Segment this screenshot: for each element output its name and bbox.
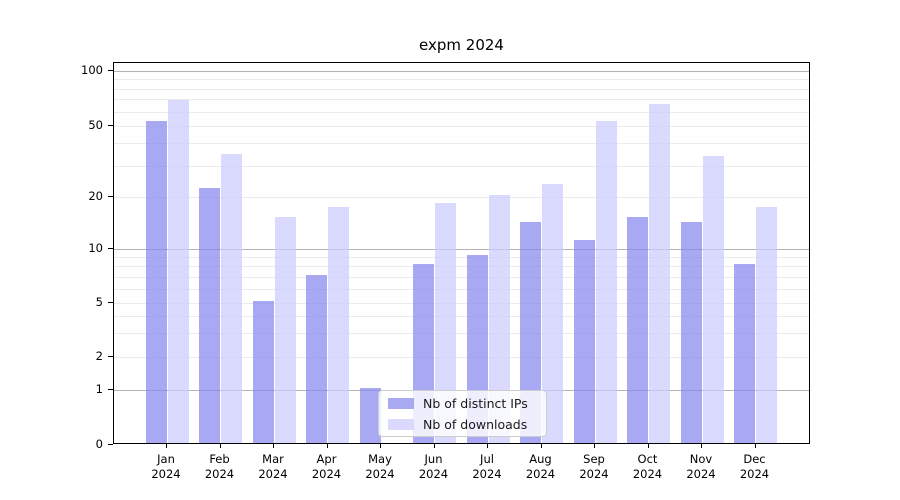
y-axis-tick-mark xyxy=(108,444,113,445)
x-axis-tick-label: Jan 2024 xyxy=(151,452,181,481)
minor-gridline xyxy=(114,197,809,198)
y-axis-tick-mark xyxy=(108,248,113,249)
y-axis-tick-mark xyxy=(108,356,113,357)
minor-gridline xyxy=(114,316,809,318)
minor-gridline xyxy=(114,276,809,278)
major-gridline xyxy=(114,71,809,72)
x-axis-tick-label: Jul 2024 xyxy=(472,452,502,481)
downloads-bar-oct xyxy=(649,104,670,443)
downloads-bar-mar xyxy=(274,216,296,443)
major-gridline xyxy=(114,249,809,250)
distinct-ips-bar-jan xyxy=(145,120,167,443)
downloads-bar-nov xyxy=(702,156,724,443)
y-axis-tick-mark xyxy=(108,389,113,390)
distinct-ips-bar-dec xyxy=(734,264,755,443)
minor-gridline xyxy=(114,88,809,90)
x-axis-tick-mark xyxy=(540,444,542,448)
x-axis-tick-mark xyxy=(487,444,488,448)
distinct-ips-bar-aug xyxy=(520,221,541,443)
plot-area xyxy=(113,62,810,444)
y-axis-tick-label: 10 xyxy=(88,241,103,255)
x-axis-tick-label: Sep 2024 xyxy=(579,452,609,481)
distinct-ips-bar-feb xyxy=(199,187,220,443)
legend-row-distinct-ips: Nb of distinct IPs xyxy=(388,396,537,411)
y-axis-tick-label: 1 xyxy=(95,382,103,396)
minor-gridline xyxy=(114,266,809,268)
chart-title: expm 2024 xyxy=(419,36,504,54)
x-axis-tick-label: Aug 2024 xyxy=(525,452,556,481)
x-axis-tick-label: Dec 2024 xyxy=(739,452,770,481)
legend-row-downloads: Nb of downloads xyxy=(388,417,537,432)
distinct-ips-bar-mar xyxy=(252,301,274,443)
y-axis-tick-mark xyxy=(108,196,113,197)
y-axis-tick-mark xyxy=(108,125,113,126)
x-axis-tick-mark xyxy=(380,444,381,448)
minor-gridline xyxy=(114,333,809,335)
legend-swatch-distinct-ips xyxy=(388,397,414,409)
downloads-bar-jan xyxy=(167,99,189,443)
x-axis-tick-label: Jun 2024 xyxy=(418,452,449,481)
legend: Nb of distinct IPs Nb of downloads xyxy=(378,390,547,437)
legend-label-downloads: Nb of downloads xyxy=(423,416,528,432)
x-axis-tick-mark xyxy=(754,444,756,448)
x-axis-tick-mark xyxy=(273,444,274,448)
y-axis-tick-mark xyxy=(108,70,113,71)
x-axis-tick-mark xyxy=(219,444,221,448)
y-axis-tick-label: 0 xyxy=(95,437,103,451)
distinct-ips-bar-sep xyxy=(573,239,595,443)
y-axis-tick-label: 20 xyxy=(88,189,103,203)
x-axis-tick-mark xyxy=(594,444,595,448)
minor-gridline xyxy=(114,357,809,358)
x-axis-tick-mark xyxy=(647,444,649,448)
minor-gridline xyxy=(114,79,809,81)
legend-swatch-downloads xyxy=(388,418,414,430)
minor-gridline xyxy=(114,257,809,259)
minor-gridline xyxy=(114,165,809,167)
y-axis-tick-label: 2 xyxy=(95,349,103,363)
y-axis-tick-label: 50 xyxy=(88,118,103,132)
minor-gridline xyxy=(114,99,809,101)
minor-gridline xyxy=(114,143,809,145)
downloads-bar-aug xyxy=(542,184,563,443)
x-axis-tick-label: Feb 2024 xyxy=(204,452,235,481)
downloads-bar-apr xyxy=(328,207,349,443)
downloads-bar-jul xyxy=(488,195,510,443)
distinct-ips-bar-oct xyxy=(627,216,648,443)
x-axis-tick-mark xyxy=(166,444,167,448)
y-axis-tick-mark xyxy=(108,302,113,303)
minor-gridline xyxy=(114,111,809,113)
minor-gridline xyxy=(114,303,809,304)
x-axis-tick-mark xyxy=(701,444,702,448)
downloads-bar-sep xyxy=(595,120,617,443)
distinct-ips-bar-apr xyxy=(306,274,327,443)
legend-label-distinct-ips: Nb of distinct IPs xyxy=(423,395,528,411)
x-axis-tick-mark xyxy=(326,444,328,448)
downloads-bar-jun xyxy=(435,202,456,443)
distinct-ips-bar-nov xyxy=(680,221,702,443)
x-axis-tick-label: Oct 2024 xyxy=(632,452,663,481)
x-axis-tick-label: May 2024 xyxy=(365,452,395,481)
x-axis-tick-mark xyxy=(433,444,435,448)
x-axis-tick-label: Apr 2024 xyxy=(311,452,342,481)
downloads-bar-feb xyxy=(221,153,242,443)
downloads-bar-dec xyxy=(756,207,777,443)
minor-gridline xyxy=(114,126,809,127)
x-axis-tick-label: Nov 2024 xyxy=(686,452,716,481)
y-axis-tick-label: 5 xyxy=(95,295,103,309)
distinct-ips-bar-may xyxy=(359,388,381,443)
y-axis-tick-label: 100 xyxy=(81,63,103,77)
x-axis-tick-label: Mar 2024 xyxy=(258,452,288,481)
minor-gridline xyxy=(114,288,809,290)
